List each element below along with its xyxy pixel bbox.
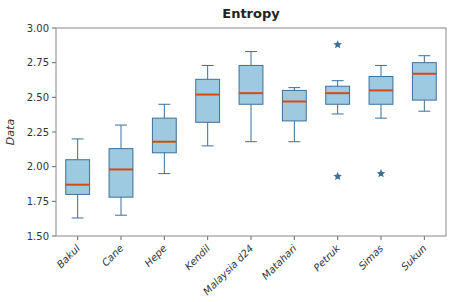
cap-low [288,141,300,142]
x-tick-label: Cane [100,243,126,269]
x-tick [121,236,122,240]
y-tick [52,201,56,202]
whisker-low [424,100,425,111]
x-tick [294,236,295,240]
whisker-low [251,104,252,141]
x-tick [251,236,252,240]
median [66,184,90,186]
flier [333,172,342,180]
y-tick [52,132,56,133]
cap-high [115,125,127,126]
median [412,73,436,75]
x-tick [164,236,165,240]
box [109,149,133,198]
y-tick-label: 2.75 [27,57,49,68]
whisker-high [207,65,208,79]
cap-high [72,138,84,139]
x-tick-label: Petruk [311,242,343,274]
whisker-low [77,194,78,218]
y-tick [52,166,56,167]
x-tick-label: Simas [356,243,385,272]
whisker-low [164,153,165,174]
whisker-low [381,104,382,118]
y-tick-label: 1.75 [27,196,49,207]
cap-low [115,215,127,216]
box [196,79,220,122]
y-tick-label: 2.25 [27,127,49,138]
median [369,89,393,91]
x-tick-label: Sukun [399,243,429,273]
whisker-low [207,122,208,146]
boxes [66,40,437,218]
median [196,94,220,96]
cap-high [202,65,214,66]
whisker-high [77,139,78,160]
x-tick [77,236,78,240]
whisker-low [337,104,338,114]
whisker-low [121,197,122,215]
x-tick-label: Bakul [55,242,83,270]
title: Entropy [222,6,280,21]
cap-high [418,55,430,56]
cap-low [158,173,170,174]
whisker-high [251,52,252,66]
y-tick [52,62,56,63]
box [239,65,263,104]
box [152,118,176,153]
cap-high [245,51,257,52]
median [152,141,176,143]
cap-low [375,118,387,119]
box [326,86,350,104]
y-axis-label: Data [4,119,17,146]
cap-high [288,87,300,88]
box [369,77,393,105]
x-tick [381,236,382,240]
median [109,168,133,170]
cap-high [375,65,387,66]
box [66,160,90,195]
whisker-high [424,56,425,63]
cap-low [72,217,84,218]
flier [333,40,342,48]
y-tick [52,28,56,29]
x-tick [424,236,425,240]
flier [377,169,386,177]
whisker-high [337,81,338,87]
x-tick [337,236,338,240]
median [326,92,350,94]
median [282,100,306,102]
x-tick-label: Hepe [142,243,168,269]
cap-high [332,80,344,81]
y-tick-label: 1.50 [27,231,49,242]
whisker-high [121,125,122,149]
y-tick [52,236,56,237]
y-tick [52,97,56,98]
x-tick-label: Malaysia d24 [201,243,255,297]
x-tick-label: Kendil [183,242,213,272]
x-tick [207,236,208,240]
median [239,92,263,94]
cap-low [245,141,257,142]
cap-high [158,104,170,105]
cap-low [202,145,214,146]
chart: 1.50 1.75 2.00 2.25 2.50 2.75 3.00 Bakul Cane Hep… [0,0,458,302]
x-tick-label: Matahari [260,242,299,281]
y-tick-label: 2.00 [27,161,49,172]
whisker-low [294,121,295,142]
cap-low [418,111,430,112]
whisker-high [164,104,165,118]
whisker-high [381,65,382,76]
cap-low [332,113,344,114]
box [282,90,306,121]
y-tick-label: 2.50 [27,92,49,103]
y-tick-label: 3.00 [27,23,49,34]
box [412,63,436,100]
plot-area [56,28,446,236]
plot-frame [56,28,446,236]
